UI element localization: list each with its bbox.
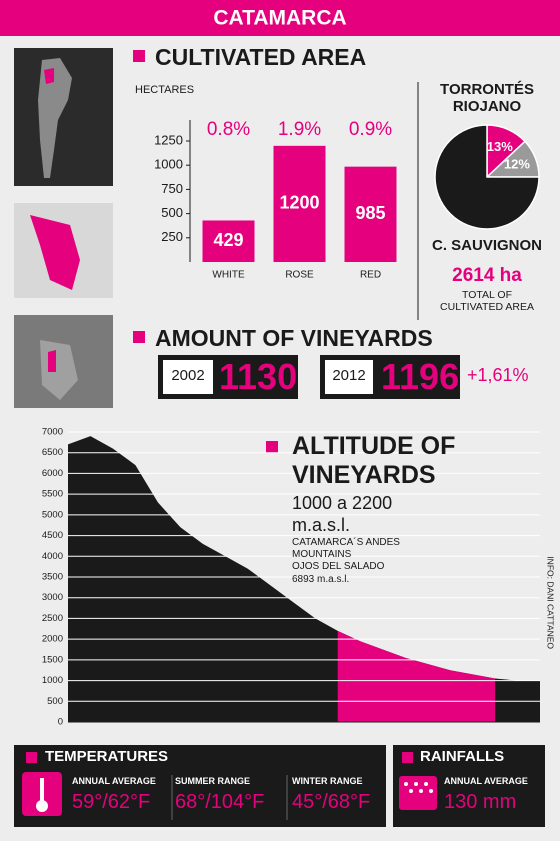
y-tick-label: 1500	[42, 654, 63, 665]
bar-value-label: 429	[213, 230, 243, 250]
pie-category-label: TORRONTÉS RIOJANO	[440, 81, 534, 115]
y-tick-label: 7000	[42, 427, 63, 438]
map-highlight	[48, 350, 56, 372]
bar	[273, 145, 326, 262]
total-label: TOTAL OF CULTIVATED AREA	[440, 289, 534, 313]
chart-title: ALTITUDE OF VINEYARDS	[292, 432, 456, 489]
thermometer-icon	[36, 800, 48, 812]
item-value: 45°/68°F	[292, 791, 371, 813]
vineyard-count: 1196	[381, 356, 460, 397]
rain-icon	[419, 789, 423, 793]
change: +1,61%	[467, 365, 529, 385]
section-marker	[26, 752, 37, 763]
section-marker	[133, 50, 145, 62]
year: 2012	[332, 367, 366, 384]
y-tick-label: 250	[161, 229, 183, 244]
item-value: 59°/62°F	[72, 791, 151, 813]
y-tick-label: 6500	[42, 447, 63, 458]
slice-label: 12%	[504, 157, 530, 172]
y-tick-label: 0	[58, 717, 63, 728]
item-label: ANNUAL AVERAGE	[444, 776, 528, 786]
map-highlight	[44, 68, 54, 84]
y-tick-label: 5000	[42, 509, 63, 520]
y-tick-label: 500	[161, 205, 183, 220]
rain-icon	[399, 776, 437, 810]
section-marker	[266, 441, 278, 453]
item-label: WINTER RANGE	[292, 776, 363, 786]
chart-subtitle: 1000 a 2200 m.a.s.l.	[292, 493, 393, 535]
map-highlight	[30, 215, 80, 290]
section-title: AMOUNT OF VINEYARDS	[155, 325, 433, 351]
y-tick-label: 4500	[42, 530, 63, 541]
y-tick-label: 500	[47, 696, 63, 707]
year: 2002	[171, 367, 205, 384]
thermometer-icon	[40, 778, 44, 804]
y-tick-label: 6000	[42, 468, 63, 479]
rain-icon	[429, 789, 433, 793]
chart-title: CULTIVATED AREA	[155, 44, 367, 70]
bar-value-label: 1200	[279, 193, 319, 213]
slice-label: 13%	[487, 139, 513, 154]
section-title: TEMPERATURES	[45, 748, 169, 765]
annotation: OJOS DEL SALADO	[292, 561, 385, 572]
header-band	[0, 0, 560, 36]
year-box	[163, 360, 213, 394]
y-tick-label: 750	[161, 181, 183, 196]
x-tick-label: RED	[360, 270, 381, 281]
share-label: 1.9%	[278, 119, 321, 140]
vineyard-count: 1130	[219, 356, 298, 397]
item-value: 130 mm	[444, 791, 517, 813]
section-title: RAINFALLS	[420, 748, 505, 765]
bar	[202, 220, 255, 262]
share-label: 0.8%	[207, 119, 250, 140]
x-tick-label: ROSE	[285, 270, 314, 281]
y-tick-label: 1000	[42, 675, 63, 686]
area	[337, 630, 496, 722]
year-box	[325, 360, 373, 394]
total-value: 2614 ha	[452, 265, 522, 286]
annotation: 6893 m.a.s.l.	[292, 574, 350, 585]
y-tick-label: 2500	[42, 613, 63, 624]
pie-category-label: C. SAUVIGNON	[431, 237, 542, 254]
y-tick-label: 1250	[154, 132, 183, 147]
share-label: 0.9%	[349, 119, 392, 140]
item-label: SUMMER RANGE	[175, 776, 251, 786]
section-marker	[402, 752, 413, 763]
area	[68, 436, 540, 722]
rain-icon	[414, 782, 418, 786]
pie-slice	[434, 124, 540, 230]
bar-value-label: 985	[355, 203, 385, 223]
y-tick-label: 5500	[42, 489, 63, 500]
y-tick-label: 1000	[154, 157, 183, 172]
bar	[344, 166, 397, 262]
item-value: 68°/104°F	[175, 791, 265, 813]
annotation: CATAMARCA´S ANDES MOUNTAINS	[292, 537, 400, 560]
credit: INFO: DANI CATTANEO	[545, 556, 556, 650]
section-marker	[133, 331, 145, 343]
rain-icon	[404, 782, 408, 786]
map-shape	[38, 58, 72, 178]
axis-label: HECTARES	[135, 84, 195, 96]
rain-icon	[424, 782, 428, 786]
x-tick-label: WHITE	[212, 270, 245, 281]
rain-icon	[409, 789, 413, 793]
y-tick-label: 2000	[42, 634, 63, 645]
y-tick-label: 4000	[42, 551, 63, 562]
y-tick-label: 3500	[42, 572, 63, 583]
y-tick-label: 3000	[42, 592, 63, 603]
page-title: CATAMARCA	[213, 7, 346, 30]
panel	[14, 745, 386, 827]
item-label: ANNUAL AVERAGE	[72, 776, 156, 786]
